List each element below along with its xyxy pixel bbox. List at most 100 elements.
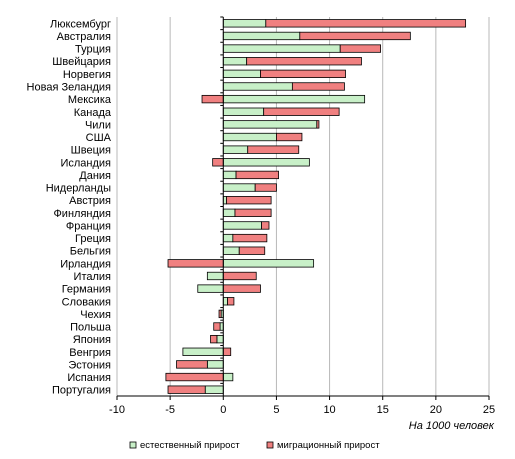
category-label: Мексика [68, 94, 112, 106]
bar-migration-28 [165, 372, 224, 382]
x-tick-label: -5 [165, 404, 175, 416]
bar-natural-4 [222, 69, 261, 78]
bar-natural-26 [182, 347, 224, 356]
bar-natural-27 [206, 360, 224, 369]
bar-migration-4 [260, 69, 346, 78]
category-label: Бельгия [70, 246, 111, 258]
bar-migration-20 [222, 271, 257, 281]
bar-natural-1 [222, 31, 301, 41]
axes [116, 16, 490, 400]
x-tick-label: -10 [109, 404, 125, 416]
x-tick-label: 15 [377, 404, 389, 416]
bar-migration-27 [176, 360, 208, 369]
legend-label-natural: естественный прирост [140, 440, 240, 451]
bar-migration-11 [212, 158, 224, 167]
bar-natural-13 [222, 183, 256, 192]
category-label: Португалия [52, 385, 111, 397]
bar-natural-18 [222, 246, 240, 255]
bar-migration-22 [227, 297, 235, 306]
bar-migration-14 [226, 196, 272, 205]
category-label: Греция [75, 233, 111, 245]
category-labels: ЛюксембургАвстралияТурцияШвейцарияНорвег… [27, 18, 112, 396]
bar-migration-10 [247, 145, 300, 154]
bar-natural-10 [222, 145, 249, 154]
bar-natural-5 [222, 82, 293, 91]
x-axis-unit-label: На 1000 человек [409, 420, 495, 432]
bar-migration-17 [232, 233, 268, 243]
category-label: Австралия [57, 31, 111, 43]
category-label: Финляндия [53, 208, 111, 220]
bar-natural-8 [222, 120, 318, 129]
bar-migration-21 [222, 284, 261, 293]
category-label: Италия [74, 271, 112, 283]
category-label: Исландия [60, 157, 111, 169]
bars [165, 19, 467, 394]
category-label: Германия [62, 284, 111, 296]
legend: естественный прирост миграционный прирос… [129, 440, 380, 451]
bar-natural-3 [222, 57, 248, 66]
bar-migration-0 [265, 19, 467, 28]
category-label: Чили [85, 119, 111, 131]
category-label: Ирландия [60, 258, 111, 270]
bar-natural-7 [222, 107, 265, 116]
category-label: Франция [66, 220, 111, 232]
category-label: Австрия [69, 195, 111, 207]
legend-label-migration: миграционный прирост [277, 440, 380, 451]
category-label: Испания [67, 372, 111, 384]
category-label: Япония [73, 334, 111, 346]
bar-migration-8 [316, 120, 320, 129]
bar-migration-1 [299, 31, 411, 41]
bar-migration-7 [263, 107, 340, 116]
category-label: Венгрия [69, 347, 111, 359]
category-label: Дания [79, 170, 111, 182]
category-label: Польша [70, 322, 112, 334]
bar-natural-11 [222, 158, 310, 167]
category-label: Швейцария [52, 56, 111, 68]
x-tick-label: 5 [273, 404, 279, 416]
category-label: Турция [75, 44, 111, 56]
bar-natural-6 [222, 94, 366, 104]
bar-natural-17 [222, 233, 234, 243]
x-tick-label: 0 [220, 404, 226, 416]
bar-migration-23 [218, 309, 222, 319]
bar-natural-0 [222, 19, 267, 28]
category-label: Норвегия [63, 69, 111, 81]
bar-natural-12 [222, 170, 237, 180]
bar-natural-21 [197, 284, 224, 293]
bar-migration-29 [167, 385, 206, 394]
bar-migration-15 [234, 208, 272, 217]
bar-migration-9 [276, 132, 303, 142]
legend-swatch-natural [129, 441, 137, 449]
bar-migration-3 [246, 57, 362, 66]
bar-natural-20 [206, 271, 224, 281]
bar-migration-2 [339, 44, 381, 53]
bar-migration-16 [261, 221, 270, 230]
gridlines [116, 17, 490, 396]
category-label: Люксембург [50, 18, 111, 30]
bar-migration-25 [210, 334, 218, 344]
category-label: США [86, 132, 112, 144]
bar-natural-19 [222, 259, 315, 268]
bar-migration-5 [291, 82, 345, 91]
bar-migration-12 [235, 170, 279, 180]
legend-swatch-migration [266, 441, 274, 449]
category-label: Нидерланды [46, 183, 111, 195]
category-label: Канада [74, 107, 112, 119]
bar-natural-22 [222, 297, 228, 306]
bar-migration-18 [238, 246, 266, 255]
bar-migration-19 [167, 259, 224, 268]
bar-natural-28 [222, 372, 234, 382]
category-label: Новая Зеландия [27, 81, 111, 93]
x-tick-label: 10 [323, 404, 335, 416]
bar-migration-26 [222, 347, 232, 356]
bar-migration-6 [201, 94, 224, 104]
category-label: Словакия [62, 296, 111, 308]
category-label: Швеция [71, 145, 111, 157]
category-label: Эстония [68, 359, 111, 371]
bar-natural-29 [204, 385, 224, 394]
bar-natural-9 [222, 132, 277, 142]
bar-natural-2 [222, 44, 341, 53]
bar-natural-15 [222, 208, 236, 217]
bar-natural-16 [222, 221, 262, 230]
